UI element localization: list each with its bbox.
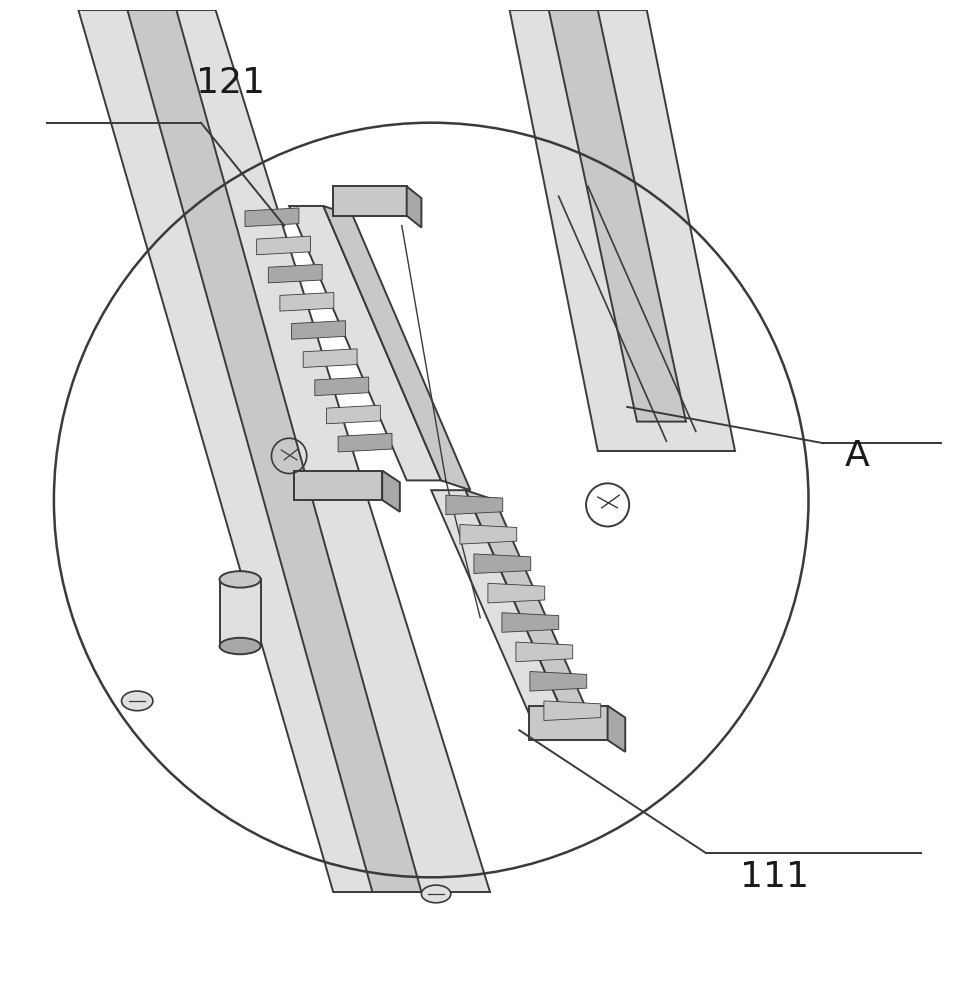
Polygon shape [269,264,322,283]
Polygon shape [78,10,490,892]
Text: 121: 121 [196,66,265,100]
Ellipse shape [220,638,261,654]
Ellipse shape [421,885,451,903]
Polygon shape [466,490,598,735]
Text: A: A [845,439,870,473]
Polygon shape [338,433,392,452]
Polygon shape [460,524,516,544]
Ellipse shape [220,571,261,588]
Polygon shape [382,471,400,512]
Polygon shape [529,706,608,740]
Polygon shape [245,208,299,227]
Polygon shape [326,405,380,424]
Polygon shape [510,10,735,451]
Polygon shape [515,642,572,662]
Polygon shape [488,583,545,603]
Polygon shape [220,579,261,646]
Polygon shape [303,349,357,367]
Polygon shape [292,321,345,339]
Polygon shape [280,292,334,311]
Polygon shape [474,554,531,574]
Polygon shape [333,186,407,216]
Polygon shape [323,206,470,490]
Polygon shape [608,706,625,752]
Polygon shape [446,495,503,515]
Polygon shape [549,10,686,422]
Polygon shape [530,672,587,691]
Text: 111: 111 [740,860,808,894]
Polygon shape [294,471,382,500]
Polygon shape [544,701,601,720]
Polygon shape [127,10,421,892]
Polygon shape [431,490,568,725]
Polygon shape [257,236,311,255]
Polygon shape [289,206,441,480]
Polygon shape [407,186,421,228]
Polygon shape [502,613,559,632]
Ellipse shape [122,691,153,711]
Polygon shape [315,377,368,396]
